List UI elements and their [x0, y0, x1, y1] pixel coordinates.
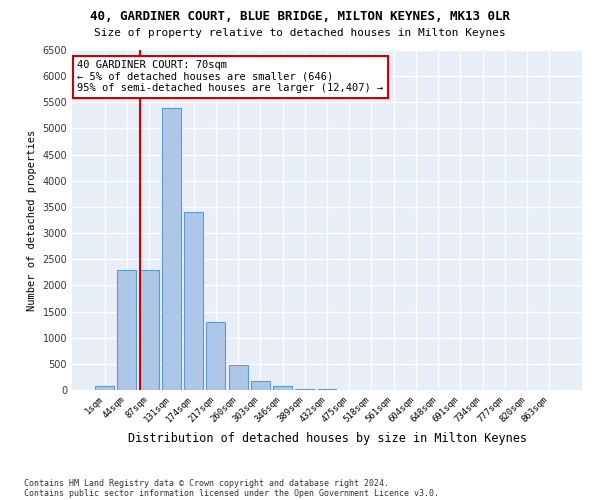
Bar: [95, 386, 114, 390]
Bar: [251, 381, 270, 390]
Bar: [140, 270, 158, 390]
Y-axis label: Number of detached properties: Number of detached properties: [27, 130, 37, 310]
Text: Contains HM Land Registry data © Crown copyright and database right 2024.: Contains HM Land Registry data © Crown c…: [24, 478, 389, 488]
Bar: [118, 270, 136, 390]
Text: Contains public sector information licensed under the Open Government Licence v3: Contains public sector information licen…: [24, 488, 439, 498]
Text: 40 GARDINER COURT: 70sqm
← 5% of detached houses are smaller (646)
95% of semi-d: 40 GARDINER COURT: 70sqm ← 5% of detache…: [77, 60, 383, 94]
X-axis label: Distribution of detached houses by size in Milton Keynes: Distribution of detached houses by size …: [128, 432, 527, 446]
Bar: [184, 212, 203, 390]
Bar: [206, 322, 225, 390]
Bar: [295, 389, 314, 390]
Text: 40, GARDINER COURT, BLUE BRIDGE, MILTON KEYNES, MK13 0LR: 40, GARDINER COURT, BLUE BRIDGE, MILTON …: [90, 10, 510, 23]
Bar: [162, 108, 181, 390]
Bar: [229, 365, 248, 390]
Text: Size of property relative to detached houses in Milton Keynes: Size of property relative to detached ho…: [94, 28, 506, 38]
Bar: [273, 386, 292, 390]
